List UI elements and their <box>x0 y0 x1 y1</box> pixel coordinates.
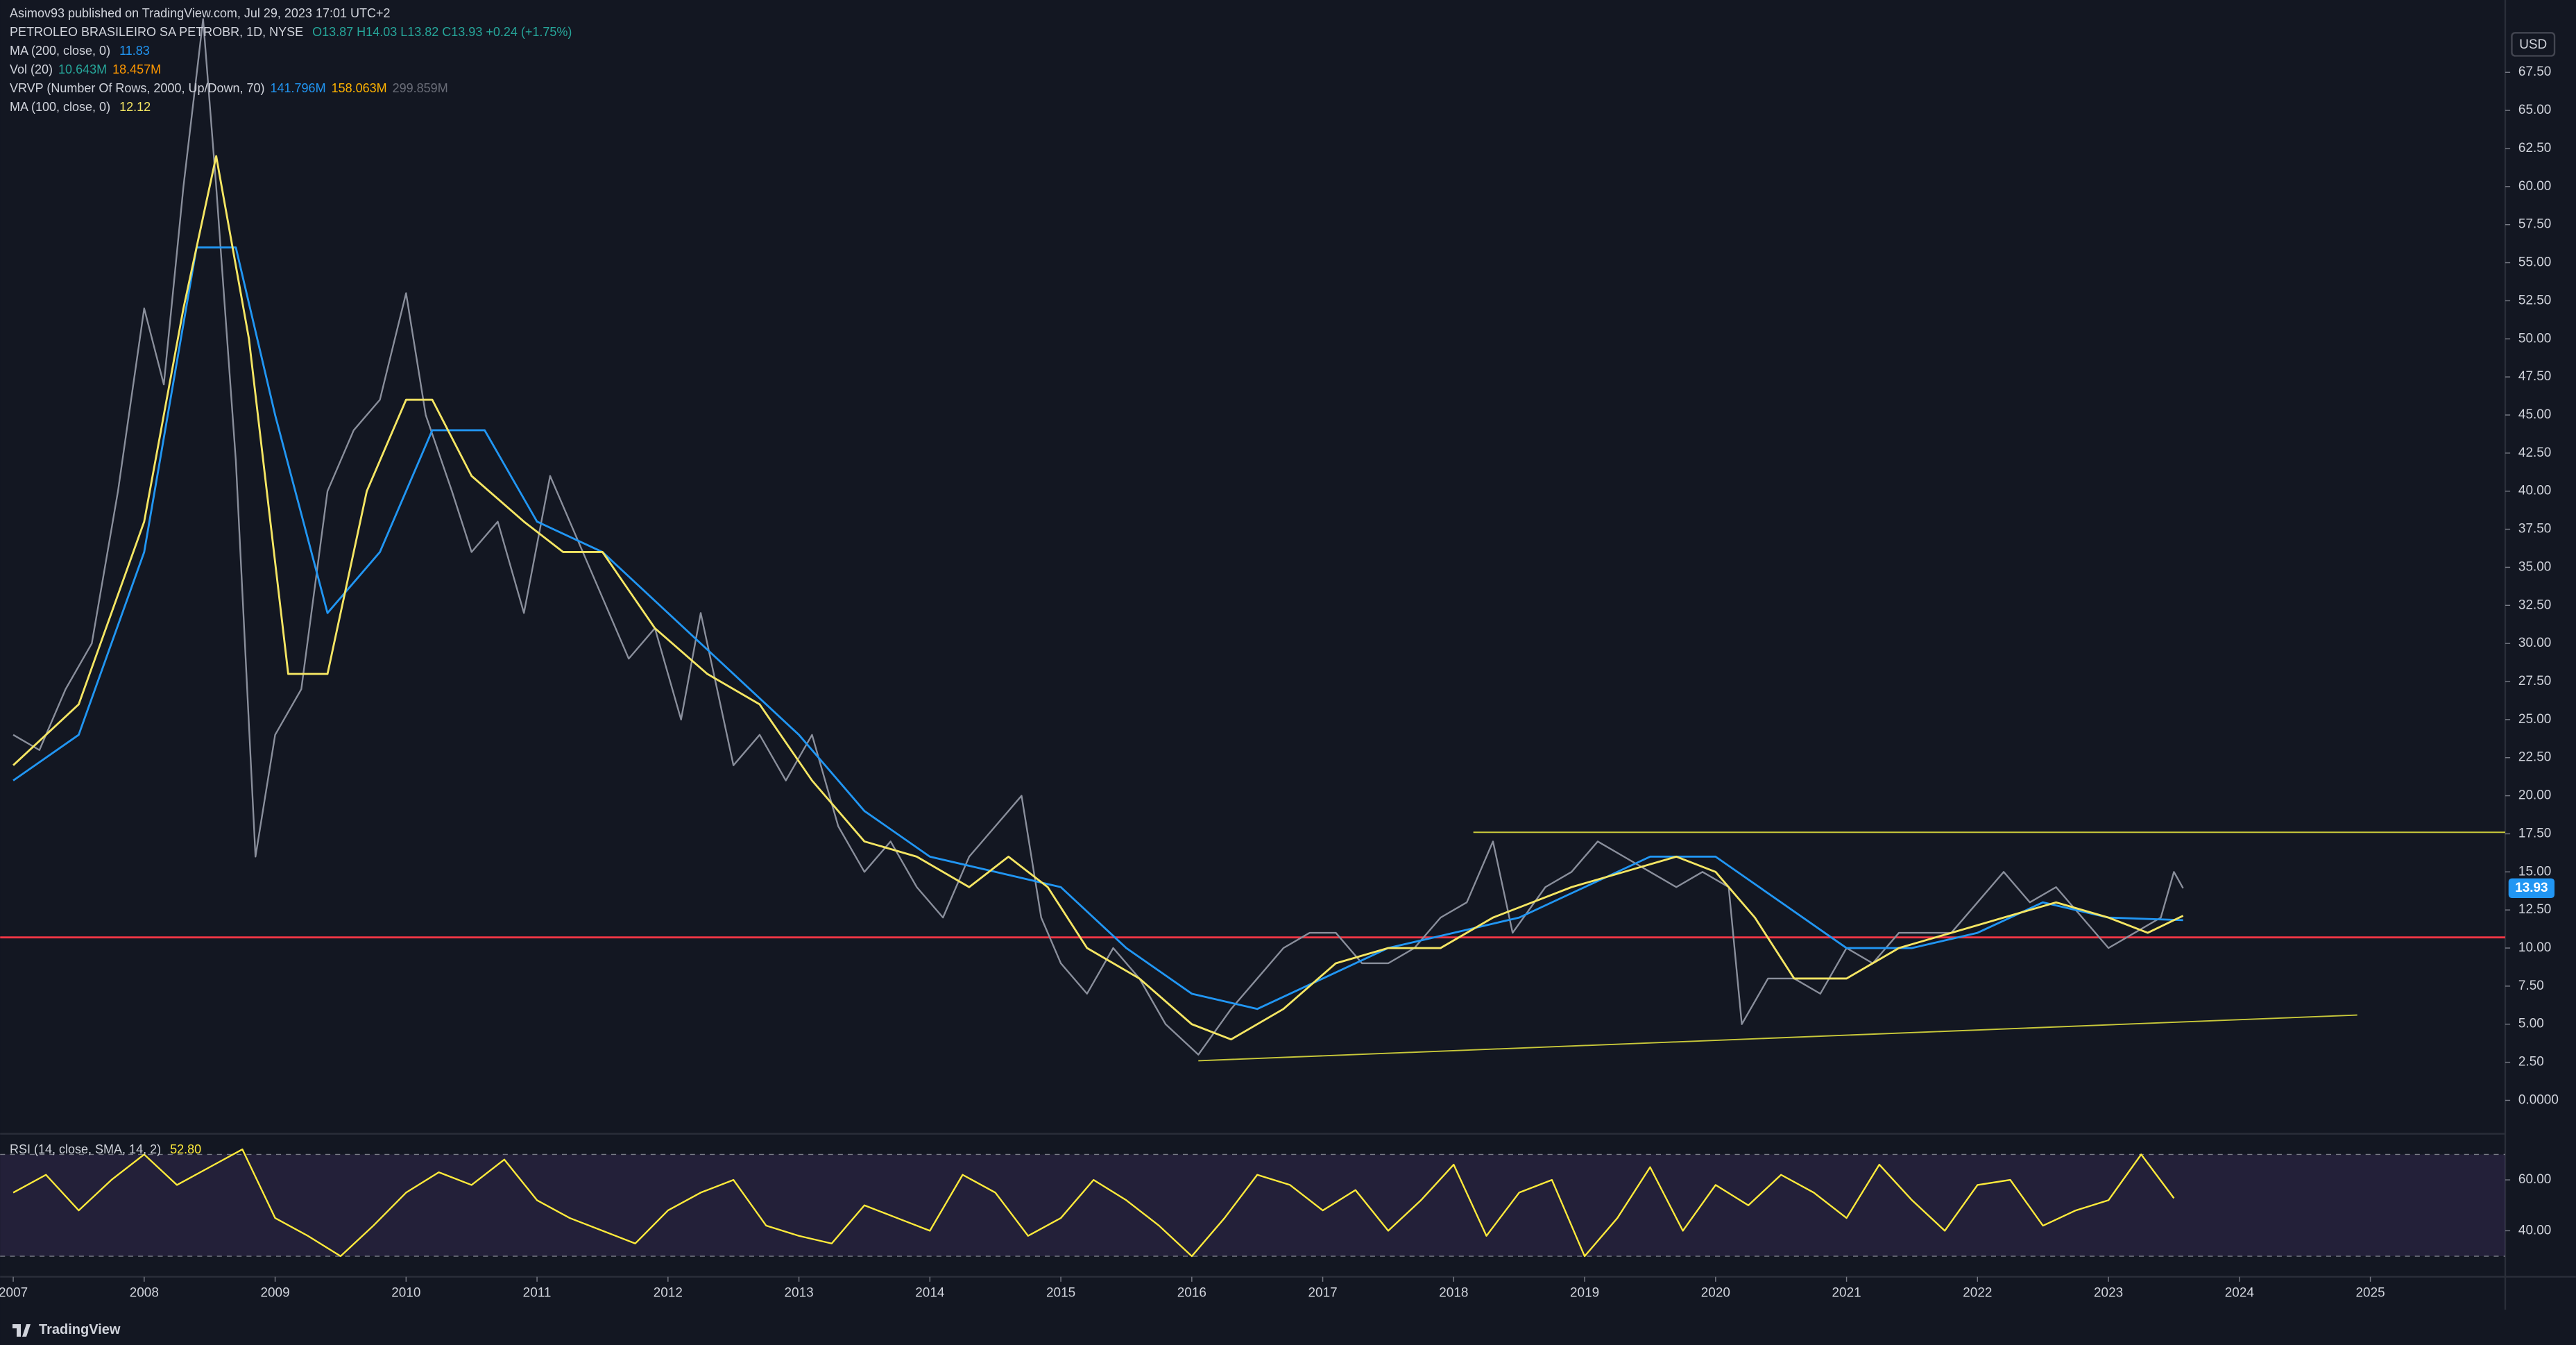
study-value: 12.12 <box>119 100 151 114</box>
study-value: 10.643M <box>58 62 108 76</box>
y-tick-label: 67.50 <box>2518 65 2551 79</box>
x-tick-label: 2022 <box>1963 1285 1992 1300</box>
rsi-legend: RSI (14, close, SMA, 14, 2) 52.80 <box>10 1142 201 1157</box>
symbol: PETROLEO BRASILEIRO SA PETROBR, 1D, NYSE <box>10 25 304 39</box>
brand: TradingView <box>39 1322 121 1337</box>
series-line <box>12 155 2184 1041</box>
rsi-name: RSI (14, close, SMA, 14, 2) <box>10 1142 162 1156</box>
series-line <box>12 18 2184 1056</box>
y-tick-label: 2.50 <box>2518 1055 2544 1069</box>
legend: Asimov93 published on TradingView.com, J… <box>10 4 577 117</box>
y-tick-label: 65.00 <box>2518 103 2551 117</box>
x-tick-label: 2021 <box>1832 1285 1861 1300</box>
plot: 0.0000 2.50 5.00 7.50 10.00 12.50 15.00 17.50 20… <box>0 18 2559 1300</box>
y-tick-label: 37.50 <box>2518 522 2551 536</box>
study-name: Vol (20) <box>10 62 53 76</box>
series-line <box>12 1148 2175 1258</box>
y-tick-label: 55.00 <box>2518 255 2551 270</box>
x-tick-label: 2012 <box>654 1285 683 1300</box>
study-name: MA (200, close, 0) <box>10 44 111 58</box>
y-tick-label: 35.00 <box>2518 559 2551 574</box>
y-tick-label: 42.50 <box>2518 446 2551 460</box>
y-tick-label: 25.00 <box>2518 712 2551 727</box>
series-line <box>12 246 2183 1010</box>
study-value: 158.063M <box>331 81 387 95</box>
x-tick-label: 2018 <box>1439 1285 1468 1300</box>
y-tick-label: 22.50 <box>2518 750 2551 765</box>
y-tick-label: 10.00 <box>2518 940 2551 955</box>
y-tick-label: 47.50 <box>2518 369 2551 384</box>
x-tick-label: 2023 <box>2094 1285 2123 1300</box>
rsi-value: 52.80 <box>170 1142 202 1156</box>
x-tick-label: 2020 <box>1701 1285 1730 1300</box>
y-tick-label: 5.00 <box>2518 1017 2544 1031</box>
trend-line <box>1198 1014 2357 1062</box>
ohlc: O13.87 H14.03 L13.82 C13.93 +0.24 (+1.75… <box>312 25 572 39</box>
y-tick-label: 17.50 <box>2518 826 2551 840</box>
last-price-label: 13.93 <box>2515 881 2548 895</box>
x-tick-label: 2015 <box>1046 1285 1075 1300</box>
symbol-row: PETROLEO BRASILEIRO SA PETROBR, 1D, NYSE… <box>10 23 577 42</box>
x-tick-label: 2025 <box>2356 1285 2385 1300</box>
x-tick-label: 2014 <box>915 1285 944 1300</box>
x-tick-label: 2008 <box>130 1285 159 1300</box>
y-tick-label: 45.00 <box>2518 407 2551 422</box>
y-tick-label: 0.0000 <box>2518 1092 2559 1107</box>
y-tick-label: 40.00 <box>2518 1223 2551 1237</box>
last-price-tag <box>2508 878 2555 898</box>
y-tick-label: 50.00 <box>2518 331 2551 346</box>
x-tick-label: 2013 <box>784 1285 813 1300</box>
y-tick-label: 32.50 <box>2518 598 2551 612</box>
x-tick-label: 2016 <box>1177 1285 1206 1300</box>
y-tick-label: 20.00 <box>2518 788 2551 803</box>
x-tick-label: 2017 <box>1308 1285 1338 1300</box>
study-value: 141.796M <box>270 81 326 95</box>
study-name: MA (100, close, 0) <box>10 100 111 114</box>
y-tick-label: 62.50 <box>2518 141 2551 155</box>
y-tick-label: 40.00 <box>2518 484 2551 498</box>
currency: USD <box>2519 37 2547 52</box>
footer: TradingView <box>12 1322 120 1338</box>
x-tick-label: 2010 <box>391 1285 420 1300</box>
study-row: MA (200, close, 0) 11.83 <box>10 42 577 60</box>
study-row: MA (100, close, 0) 12.12 <box>10 98 577 117</box>
y-tick-label: 12.50 <box>2518 902 2551 917</box>
y-tick-label: 7.50 <box>2518 979 2544 993</box>
x-tick-label: 2024 <box>2225 1285 2254 1300</box>
x-tick-label: 2009 <box>260 1285 289 1300</box>
x-tick-label: 2007 <box>0 1285 28 1300</box>
y-tick-label: 52.50 <box>2518 293 2551 307</box>
study-name: VRVP (Number Of Rows, 2000, Up/Down, 70) <box>10 81 265 95</box>
currency-box <box>2511 32 2556 57</box>
study-row: Vol (20) 10.643M 18.457M <box>10 60 577 79</box>
y-tick-label: 60.00 <box>2518 1172 2551 1187</box>
study-value: 299.859M <box>392 81 448 95</box>
rsi-band <box>0 1154 2505 1257</box>
logo <box>12 1323 31 1337</box>
y-tick-label: 30.00 <box>2518 636 2551 650</box>
publisher: Asimov93 published on TradingView.com, J… <box>10 6 391 20</box>
y-tick-label: 57.50 <box>2518 217 2551 232</box>
study-value: 11.83 <box>119 44 150 58</box>
study-row: VRVP (Number Of Rows, 2000, Up/Down, 70)… <box>10 79 577 98</box>
y-tick-label: 60.00 <box>2518 179 2551 194</box>
x-tick-label: 2019 <box>1570 1285 1599 1300</box>
y-tick-label: 27.50 <box>2518 674 2551 688</box>
x-tick-label: 2011 <box>523 1285 552 1300</box>
y-tick-label: 15.00 <box>2518 864 2551 879</box>
study-value: 18.457M <box>112 62 162 76</box>
